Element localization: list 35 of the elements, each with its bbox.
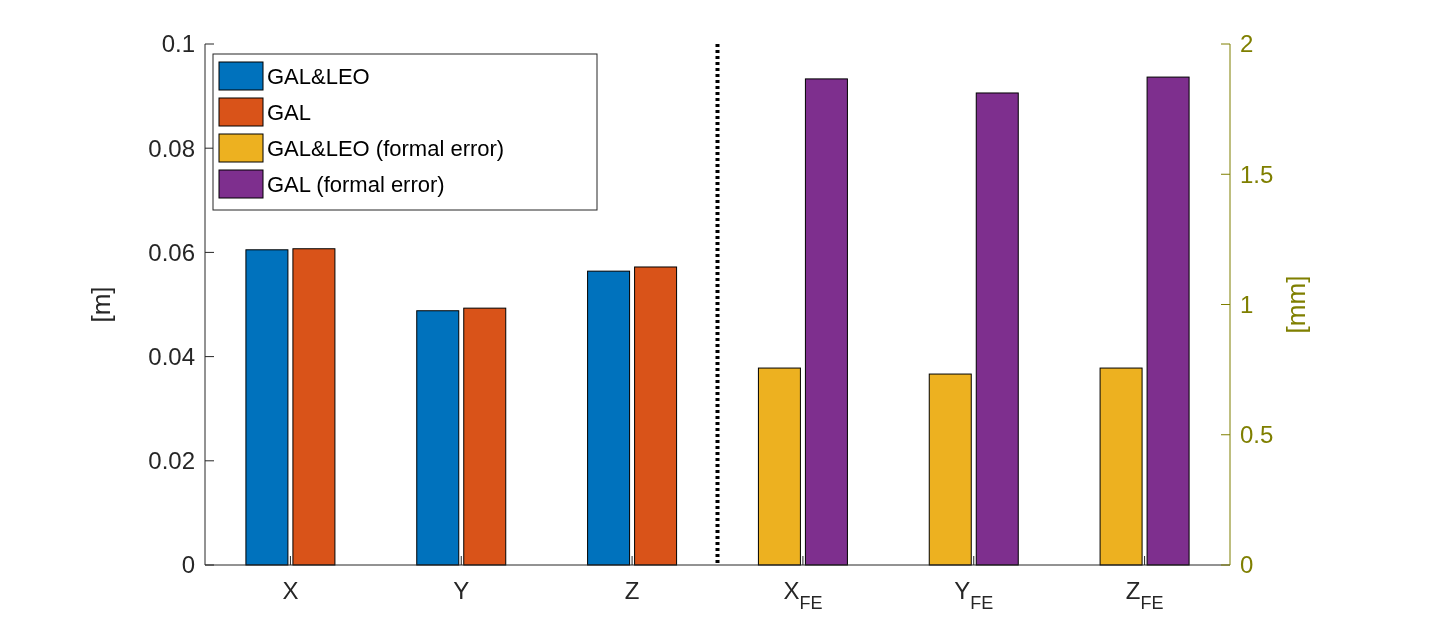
bar: [1146, 76, 1190, 566]
bar: [757, 367, 801, 566]
y2-tick-label: 1.5: [1240, 160, 1274, 188]
y-axis-title: [m]: [86, 286, 116, 323]
x-tick-label: Y: [453, 577, 470, 604]
bar: [975, 92, 1019, 566]
x-tick-label: Z$_{FE}$: [1125, 577, 1164, 613]
y-tick-label: 0: [181, 551, 195, 579]
y2-tick-label: 1: [1240, 290, 1254, 318]
y-tick-label: 0.04: [148, 343, 195, 370]
bar: [292, 248, 336, 566]
y2-tick-label: 2: [1240, 30, 1254, 58]
y-tick-label: 0.08: [148, 134, 195, 162]
bar: [928, 373, 972, 566]
bar: [634, 266, 678, 566]
bar: [1099, 367, 1143, 566]
x-tick-label: Z: [624, 577, 640, 604]
bar: [804, 78, 848, 566]
bar: [463, 307, 507, 566]
y2-axis-title: [mm]: [1281, 275, 1311, 334]
legend-label: GAL&LEO: [267, 63, 370, 89]
x-tick-label: X: [282, 577, 299, 604]
x-tick-label: X$_{FE}$: [783, 577, 823, 613]
bar: [587, 270, 631, 566]
y-tick-label: 0.02: [148, 447, 195, 475]
y-tick-label: 0.06: [148, 238, 195, 266]
y-tick-label: 0.1: [161, 30, 195, 58]
bar: [416, 310, 460, 566]
legend-label: GAL: [267, 99, 312, 125]
bar: [245, 249, 289, 566]
y2-tick-label: 0.5: [1240, 421, 1274, 449]
y2-tick-label: 0: [1240, 551, 1254, 579]
x-tick-label: Y$_{FE}$: [954, 577, 994, 613]
legend-label: GAL (formal error): [267, 171, 445, 197]
legend-label: GAL&LEO (formal error): [267, 135, 505, 161]
